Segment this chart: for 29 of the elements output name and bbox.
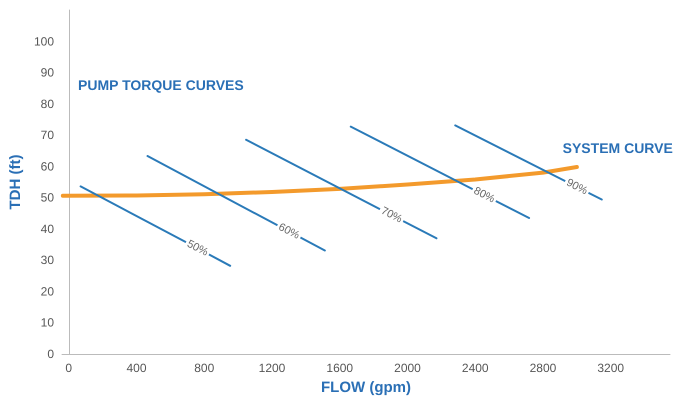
y-axis-title: TDH (ft) (7, 154, 24, 210)
series-label: 60% (276, 221, 302, 242)
x-tick-label: 2800 (530, 361, 557, 375)
series-label: 90% (564, 176, 590, 198)
y-tick-label: 10 (40, 316, 54, 330)
series-label: 80% (472, 184, 497, 206)
annotation: PUMP TORQUE CURVES (78, 77, 244, 93)
x-tick-label: 2400 (462, 361, 489, 375)
x-tick-label: 2000 (394, 361, 422, 375)
x-axis-title: FLOW (gpm) (321, 379, 411, 396)
y-tick-label: 80 (40, 96, 54, 111)
y-tick-label: 100 (34, 34, 54, 48)
y-tick-label: 30 (40, 253, 54, 268)
x-tick-label: 400 (126, 361, 147, 375)
y-tick-label: 0 (47, 347, 54, 361)
y-tick-label: 20 (40, 284, 54, 298)
x-tick-label: 1200 (258, 361, 286, 375)
annotation: SYSTEM CURVE (562, 140, 673, 156)
x-tick-label: 800 (194, 361, 215, 375)
y-tick-label: 70 (40, 128, 54, 142)
y-tick-label: 90 (40, 66, 54, 80)
series-label: 50% (184, 238, 210, 259)
y-tick-label: 50 (40, 190, 54, 205)
y-tick-label: 40 (40, 222, 54, 236)
x-tick-label: 3200 (597, 361, 624, 375)
y-tick-label: 60 (40, 159, 54, 174)
x-tick-label: 0 (65, 361, 72, 375)
x-tick-label: 1600 (326, 361, 354, 375)
series-label: 70% (379, 204, 404, 226)
